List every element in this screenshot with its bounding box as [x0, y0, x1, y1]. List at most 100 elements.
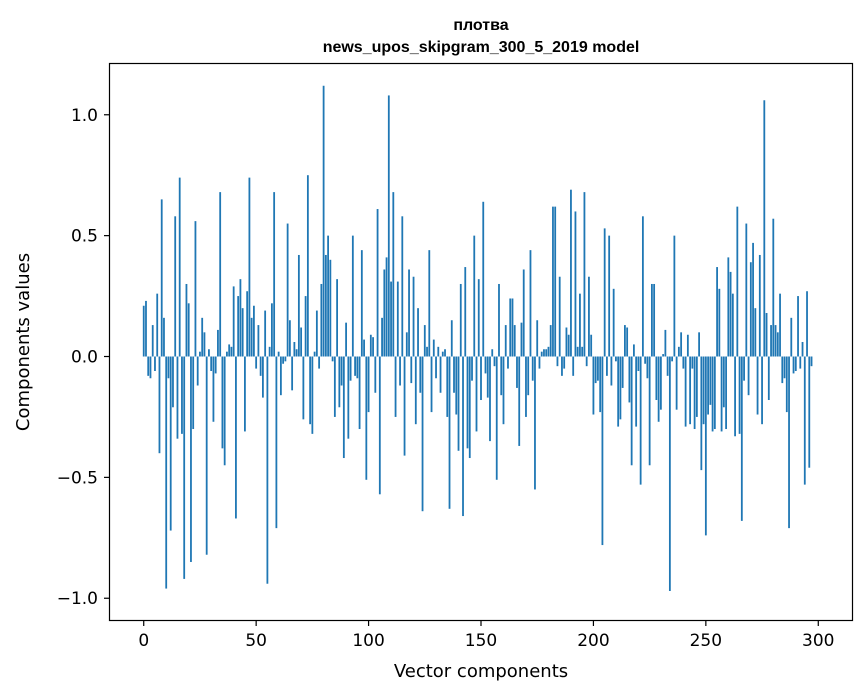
bar: [639, 356, 642, 485]
bar: [668, 356, 671, 591]
bar: [340, 356, 343, 386]
bar: [635, 356, 638, 427]
bar: [655, 356, 658, 401]
bar: [682, 356, 685, 369]
bar: [767, 356, 770, 401]
bar: [709, 356, 712, 405]
bar: [167, 356, 170, 379]
bar: [455, 356, 458, 415]
bar: [570, 189, 572, 357]
x-tick-label: 50: [245, 631, 267, 651]
bar: [237, 296, 240, 357]
bar: [313, 351, 316, 357]
bar: [502, 356, 505, 425]
bar: [808, 356, 811, 468]
x-axis-ticks: 0 50 100 150 200 250 300: [138, 620, 834, 651]
bar: [601, 356, 604, 546]
bar: [612, 288, 615, 357]
bar: [390, 281, 392, 357]
bar: [592, 356, 595, 415]
x-tick-label: 300: [802, 631, 834, 651]
bar: [199, 351, 201, 357]
bar: [722, 356, 725, 408]
x-tick-label: 200: [577, 631, 609, 651]
bar: [581, 346, 584, 357]
bar: [574, 211, 577, 357]
bar: [349, 356, 352, 381]
chart-subtitle: news_upos_skipgram_300_5_2019 model: [323, 39, 640, 56]
bar: [770, 325, 772, 357]
bar: [695, 356, 698, 417]
bar: [704, 356, 707, 536]
bar: [383, 269, 386, 357]
bar: [684, 356, 687, 427]
bar: [763, 100, 766, 357]
bar: [806, 291, 808, 357]
bar: [675, 356, 678, 410]
bar: [486, 356, 489, 398]
bar: [540, 351, 543, 357]
bar: [426, 346, 428, 357]
bar: [720, 356, 723, 432]
bar: [163, 317, 165, 357]
bar: [653, 283, 656, 357]
bar: [255, 356, 258, 369]
bar: [594, 356, 597, 384]
bar: [178, 177, 181, 357]
bar: [529, 250, 532, 357]
bar: [666, 356, 669, 376]
bar: [385, 257, 388, 357]
bar: [358, 356, 361, 430]
bar: [738, 356, 741, 434]
bar: [448, 356, 451, 509]
bar: [538, 356, 541, 369]
bar: [322, 85, 325, 357]
bar: [462, 356, 464, 517]
bar: [468, 356, 471, 459]
bar: [765, 312, 768, 357]
bar: [288, 320, 291, 357]
bar: [698, 332, 700, 357]
bar: [403, 356, 406, 456]
bar: [174, 216, 177, 357]
x-axis-label: Vector components: [394, 661, 568, 682]
bar: [444, 349, 446, 357]
bar: [147, 356, 150, 376]
bar: [543, 349, 545, 357]
bar: [279, 356, 282, 396]
bar: [266, 356, 269, 584]
bar: [525, 356, 527, 417]
bar: [693, 356, 696, 430]
bar: [644, 356, 647, 364]
bar: [214, 356, 217, 374]
bars-group: [142, 85, 813, 591]
bar: [270, 303, 273, 357]
bar: [749, 262, 752, 357]
bar: [394, 356, 397, 417]
bar: [293, 342, 296, 357]
bar: [772, 218, 775, 357]
bar: [803, 356, 806, 485]
bar: [783, 356, 786, 379]
bar: [172, 356, 174, 408]
bar: [475, 356, 478, 432]
bar: [257, 325, 260, 357]
bar: [491, 349, 494, 357]
bar: [781, 356, 784, 384]
bar: [707, 356, 709, 415]
bar: [610, 356, 613, 386]
bar: [304, 296, 307, 357]
bar: [246, 291, 249, 357]
bar: [700, 356, 703, 471]
bar: [531, 356, 534, 381]
bar: [441, 351, 444, 357]
bar: [306, 175, 309, 357]
bar: [495, 356, 498, 480]
bar: [241, 308, 244, 357]
bar: [262, 356, 264, 398]
bar: [520, 322, 523, 357]
bar: [493, 356, 496, 367]
bar: [736, 206, 739, 357]
bar: [664, 329, 667, 357]
bar: [459, 283, 462, 357]
